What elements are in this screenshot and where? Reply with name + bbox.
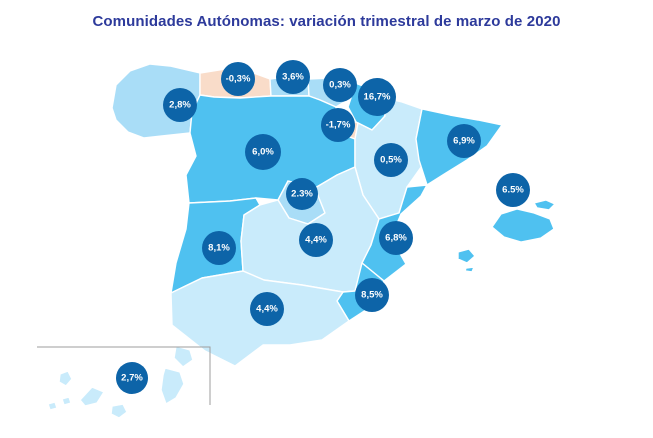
value-badge-baleares: 6.5%: [496, 173, 530, 207]
value-badge-madrid: 2.3%: [286, 178, 318, 210]
value-badge-label: 2,8%: [169, 100, 191, 111]
value-badge-label: 2,7%: [121, 373, 143, 384]
value-badge-pais-vasco: 0,3%: [323, 68, 357, 102]
value-badge-circle: [250, 292, 284, 326]
value-badge-label: 8,1%: [208, 243, 230, 254]
value-badge-circle: [355, 278, 389, 312]
value-badge-aragon: 0,5%: [374, 143, 408, 177]
value-badge-circle: [299, 223, 333, 257]
value-badge-circle: [323, 68, 357, 102]
value-badges-layer: 2,8% -0,3% 3,6% 0,3% 16,7% -1,7% 6,0% 0,5% 6,9% 2…: [116, 60, 530, 394]
value-badge-label: -1,7%: [326, 120, 351, 131]
value-badge-cantabria: 3,6%: [276, 60, 310, 94]
value-badge-circle: [321, 108, 355, 142]
value-badge-navarra: 16,7%: [358, 78, 396, 116]
value-badge-label: 6,8%: [385, 233, 407, 244]
value-badge-label: 6,0%: [252, 147, 274, 158]
value-badge-circle: [374, 143, 408, 177]
value-badge-comunidad-valenciana: 6,8%: [379, 221, 413, 255]
value-badge-circle: [447, 124, 481, 158]
value-badge-circle: [202, 231, 236, 265]
value-badge-label: 3,6%: [282, 72, 304, 83]
value-badge-castilla-la-mancha: 4,4%: [299, 223, 333, 257]
value-badge-circle: [286, 178, 318, 210]
value-badge-label: 6,9%: [453, 136, 475, 147]
value-badge-la-rioja: -1,7%: [321, 108, 355, 142]
value-badge-circle: [379, 221, 413, 255]
value-badge-cataluna: 6,9%: [447, 124, 481, 158]
value-badge-label: 4,4%: [305, 235, 327, 246]
value-badge-label: 0,3%: [329, 80, 351, 91]
value-badge-circle: [116, 362, 148, 394]
region-baleares: [457, 199, 556, 273]
value-badge-label: 8,5%: [361, 290, 383, 301]
value-badge-andalucia: 4,4%: [250, 292, 284, 326]
value-badge-circle: [163, 88, 197, 122]
chart-title: Comunidades Autónomas: variación trimest…: [92, 13, 561, 30]
value-badge-label: 2.3%: [291, 189, 313, 200]
value-badge-circle: [221, 62, 255, 96]
value-badge-label: 4,4%: [256, 304, 278, 315]
value-badge-circle: [358, 78, 396, 116]
value-badge-label: 0,5%: [380, 155, 402, 166]
value-badge-asturias: -0,3%: [221, 62, 255, 96]
value-badge-circle: [245, 134, 281, 170]
canarias-inset-border: [37, 346, 211, 405]
value-badge-canarias: 2,7%: [116, 362, 148, 394]
value-badge-label: -0,3%: [226, 74, 251, 85]
value-badge-label: 6.5%: [502, 185, 524, 196]
value-badge-extremadura: 8,1%: [202, 231, 236, 265]
value-badge-circle: [276, 60, 310, 94]
value-badge-circle: [496, 173, 530, 207]
region-canarias: [47, 345, 194, 419]
value-badge-murcia: 8,5%: [355, 278, 389, 312]
value-badge-castilla-y-leon: 6,0%: [245, 134, 281, 170]
value-badge-label: 16,7%: [364, 92, 391, 103]
value-badge-galicia: 2,8%: [163, 88, 197, 122]
